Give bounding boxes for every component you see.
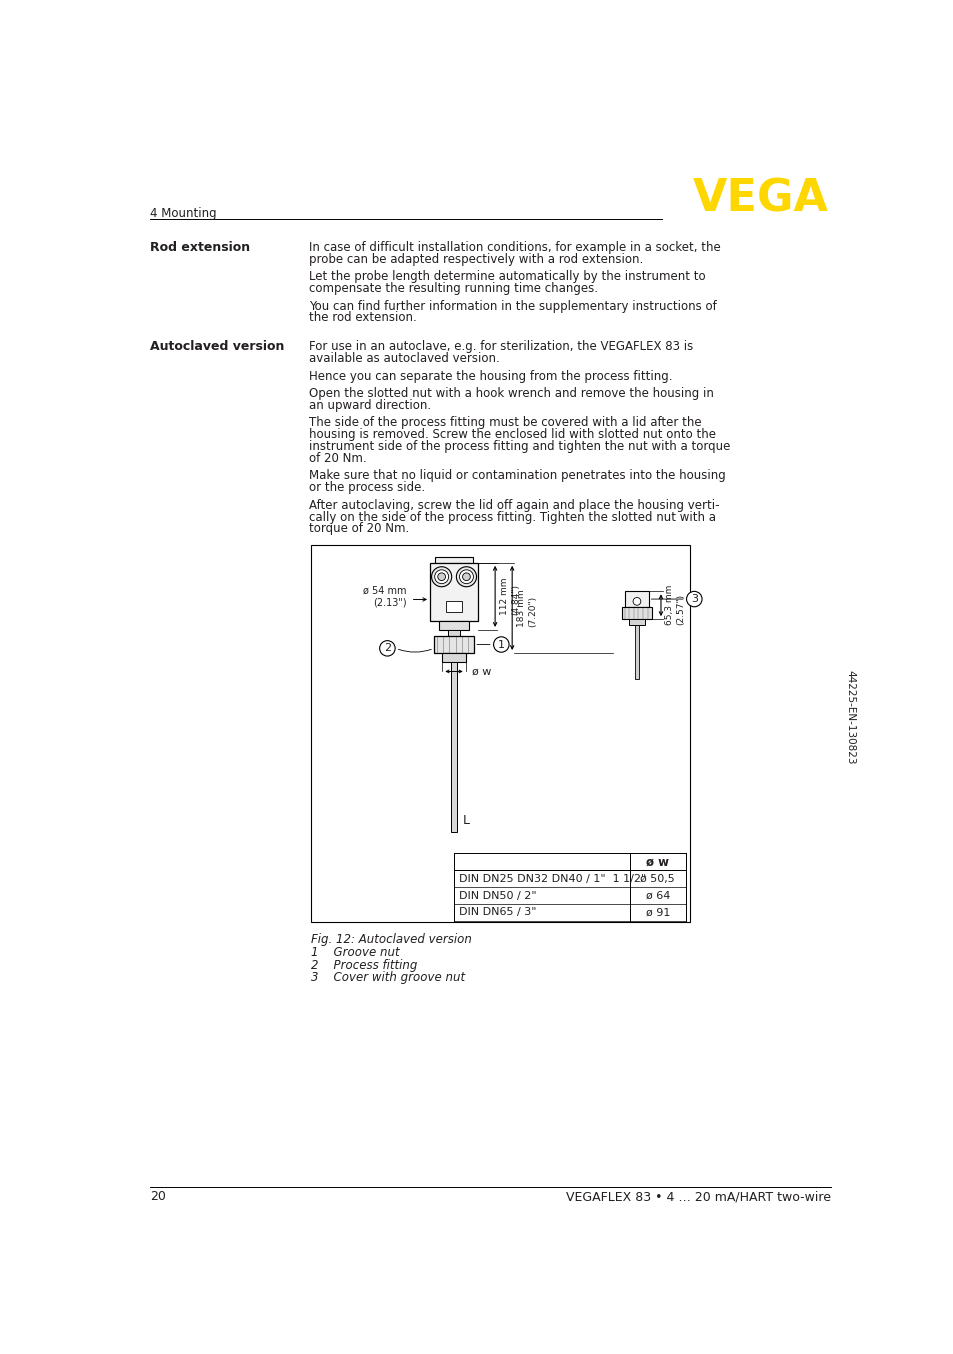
Text: 65,3 mm
(2.57"): 65,3 mm (2.57")	[664, 585, 684, 626]
Bar	[447, 630, 459, 636]
Text: DIN DN25 DN32 DN40 / 1"  1 1/2": DIN DN25 DN32 DN40 / 1" 1 1/2"	[458, 873, 645, 884]
Text: Hence you can separate the housing from the process fitting.: Hence you can separate the housing from …	[309, 370, 672, 383]
Text: an upward direction.: an upward direction.	[309, 399, 431, 412]
Text: For use in an autoclave, e.g. for sterilization, the VEGAFLEX 83 is: For use in an autoclave, e.g. for steril…	[309, 340, 693, 353]
Text: 3    Cover with groove nut: 3 Cover with groove nut	[311, 971, 464, 984]
Text: 183 mm
(7.20"): 183 mm (7.20")	[517, 589, 537, 627]
Circle shape	[435, 570, 448, 584]
Text: of 20 Nm.: of 20 Nm.	[309, 452, 366, 464]
Text: ø 64: ø 64	[645, 891, 669, 900]
Text: 2: 2	[383, 643, 391, 654]
Text: instrument side of the process fitting and tighten the nut with a torque: instrument side of the process fitting a…	[309, 440, 730, 454]
Circle shape	[686, 592, 701, 607]
Text: 44225-EN-130823: 44225-EN-130823	[844, 670, 854, 764]
Circle shape	[456, 567, 476, 586]
Text: or the process side.: or the process side.	[309, 481, 425, 494]
Bar	[439, 620, 468, 630]
Text: L: L	[462, 814, 470, 826]
Text: 20: 20	[150, 1190, 166, 1204]
Text: ø w: ø w	[472, 666, 491, 677]
Text: 3: 3	[690, 594, 697, 604]
Text: VEGA: VEGA	[693, 177, 828, 221]
Text: ø 50,5: ø 50,5	[639, 873, 675, 884]
Text: 4 Mounting: 4 Mounting	[150, 207, 216, 219]
Text: In case of difficult installation conditions, for example in a socket, the: In case of difficult installation condit…	[309, 241, 720, 255]
Text: VEGAFLEX 83 • 4 … 20 mA/HART two-wire: VEGAFLEX 83 • 4 … 20 mA/HART two-wire	[565, 1190, 830, 1204]
Circle shape	[459, 570, 473, 584]
Bar	[430, 563, 477, 620]
Text: The side of the process fitting must be covered with a lid after the: The side of the process fitting must be …	[309, 416, 701, 429]
Bar	[624, 592, 648, 607]
Bar	[629, 619, 644, 626]
Circle shape	[379, 640, 395, 657]
Text: Rod extension: Rod extension	[150, 241, 250, 255]
Text: compensate the resulting running time changes.: compensate the resulting running time ch…	[309, 282, 598, 295]
Text: the rod extension.: the rod extension.	[309, 311, 416, 325]
Bar	[442, 653, 465, 662]
Text: probe can be adapted respectively with a rod extension.: probe can be adapted respectively with a…	[309, 253, 642, 265]
Text: 1: 1	[497, 639, 504, 650]
Text: Autoclaved version: Autoclaved version	[150, 340, 284, 353]
Bar	[635, 626, 639, 680]
Circle shape	[633, 597, 640, 605]
Bar	[435, 556, 473, 563]
Bar	[621, 607, 651, 619]
Text: After autoclaving, screw the lid off again and place the housing verti-: After autoclaving, screw the lid off aga…	[309, 498, 719, 512]
Bar	[311, 546, 689, 922]
Text: ø 54 mm
(2.13"): ø 54 mm (2.13")	[363, 585, 406, 608]
Bar	[451, 662, 456, 831]
Text: Fig. 12: Autoclaved version: Fig. 12: Autoclaved version	[311, 933, 471, 946]
Text: available as autoclaved version.: available as autoclaved version.	[309, 352, 499, 366]
Bar	[446, 601, 461, 612]
Text: Open the slotted nut with a hook wrench and remove the housing in: Open the slotted nut with a hook wrench …	[309, 387, 713, 399]
Circle shape	[437, 573, 445, 581]
Text: DIN DN50 / 2": DIN DN50 / 2"	[458, 891, 536, 900]
Bar	[434, 636, 474, 653]
Text: ø 91: ø 91	[645, 907, 669, 918]
Text: housing is removed. Screw the enclosed lid with slotted nut onto the: housing is removed. Screw the enclosed l…	[309, 428, 716, 441]
Text: ø w: ø w	[646, 856, 669, 868]
Text: 2    Process fitting: 2 Process fitting	[311, 959, 416, 972]
Text: 112 mm
(4.84"): 112 mm (4.84")	[499, 578, 519, 615]
Text: DIN DN65 / 3": DIN DN65 / 3"	[458, 907, 536, 918]
Text: cally on the side of the process fitting. Tighten the slotted nut with a: cally on the side of the process fitting…	[309, 510, 716, 524]
Text: torque of 20 Nm.: torque of 20 Nm.	[309, 523, 409, 535]
Text: 1    Groove nut: 1 Groove nut	[311, 946, 399, 960]
Text: You can find further information in the supplementary instructions of: You can find further information in the …	[309, 299, 716, 313]
Circle shape	[431, 567, 452, 586]
Text: Let the probe length determine automatically by the instrument to: Let the probe length determine automatic…	[309, 271, 705, 283]
Circle shape	[493, 636, 509, 653]
Circle shape	[462, 573, 470, 581]
Text: Make sure that no liquid or contamination penetrates into the housing: Make sure that no liquid or contaminatio…	[309, 470, 725, 482]
